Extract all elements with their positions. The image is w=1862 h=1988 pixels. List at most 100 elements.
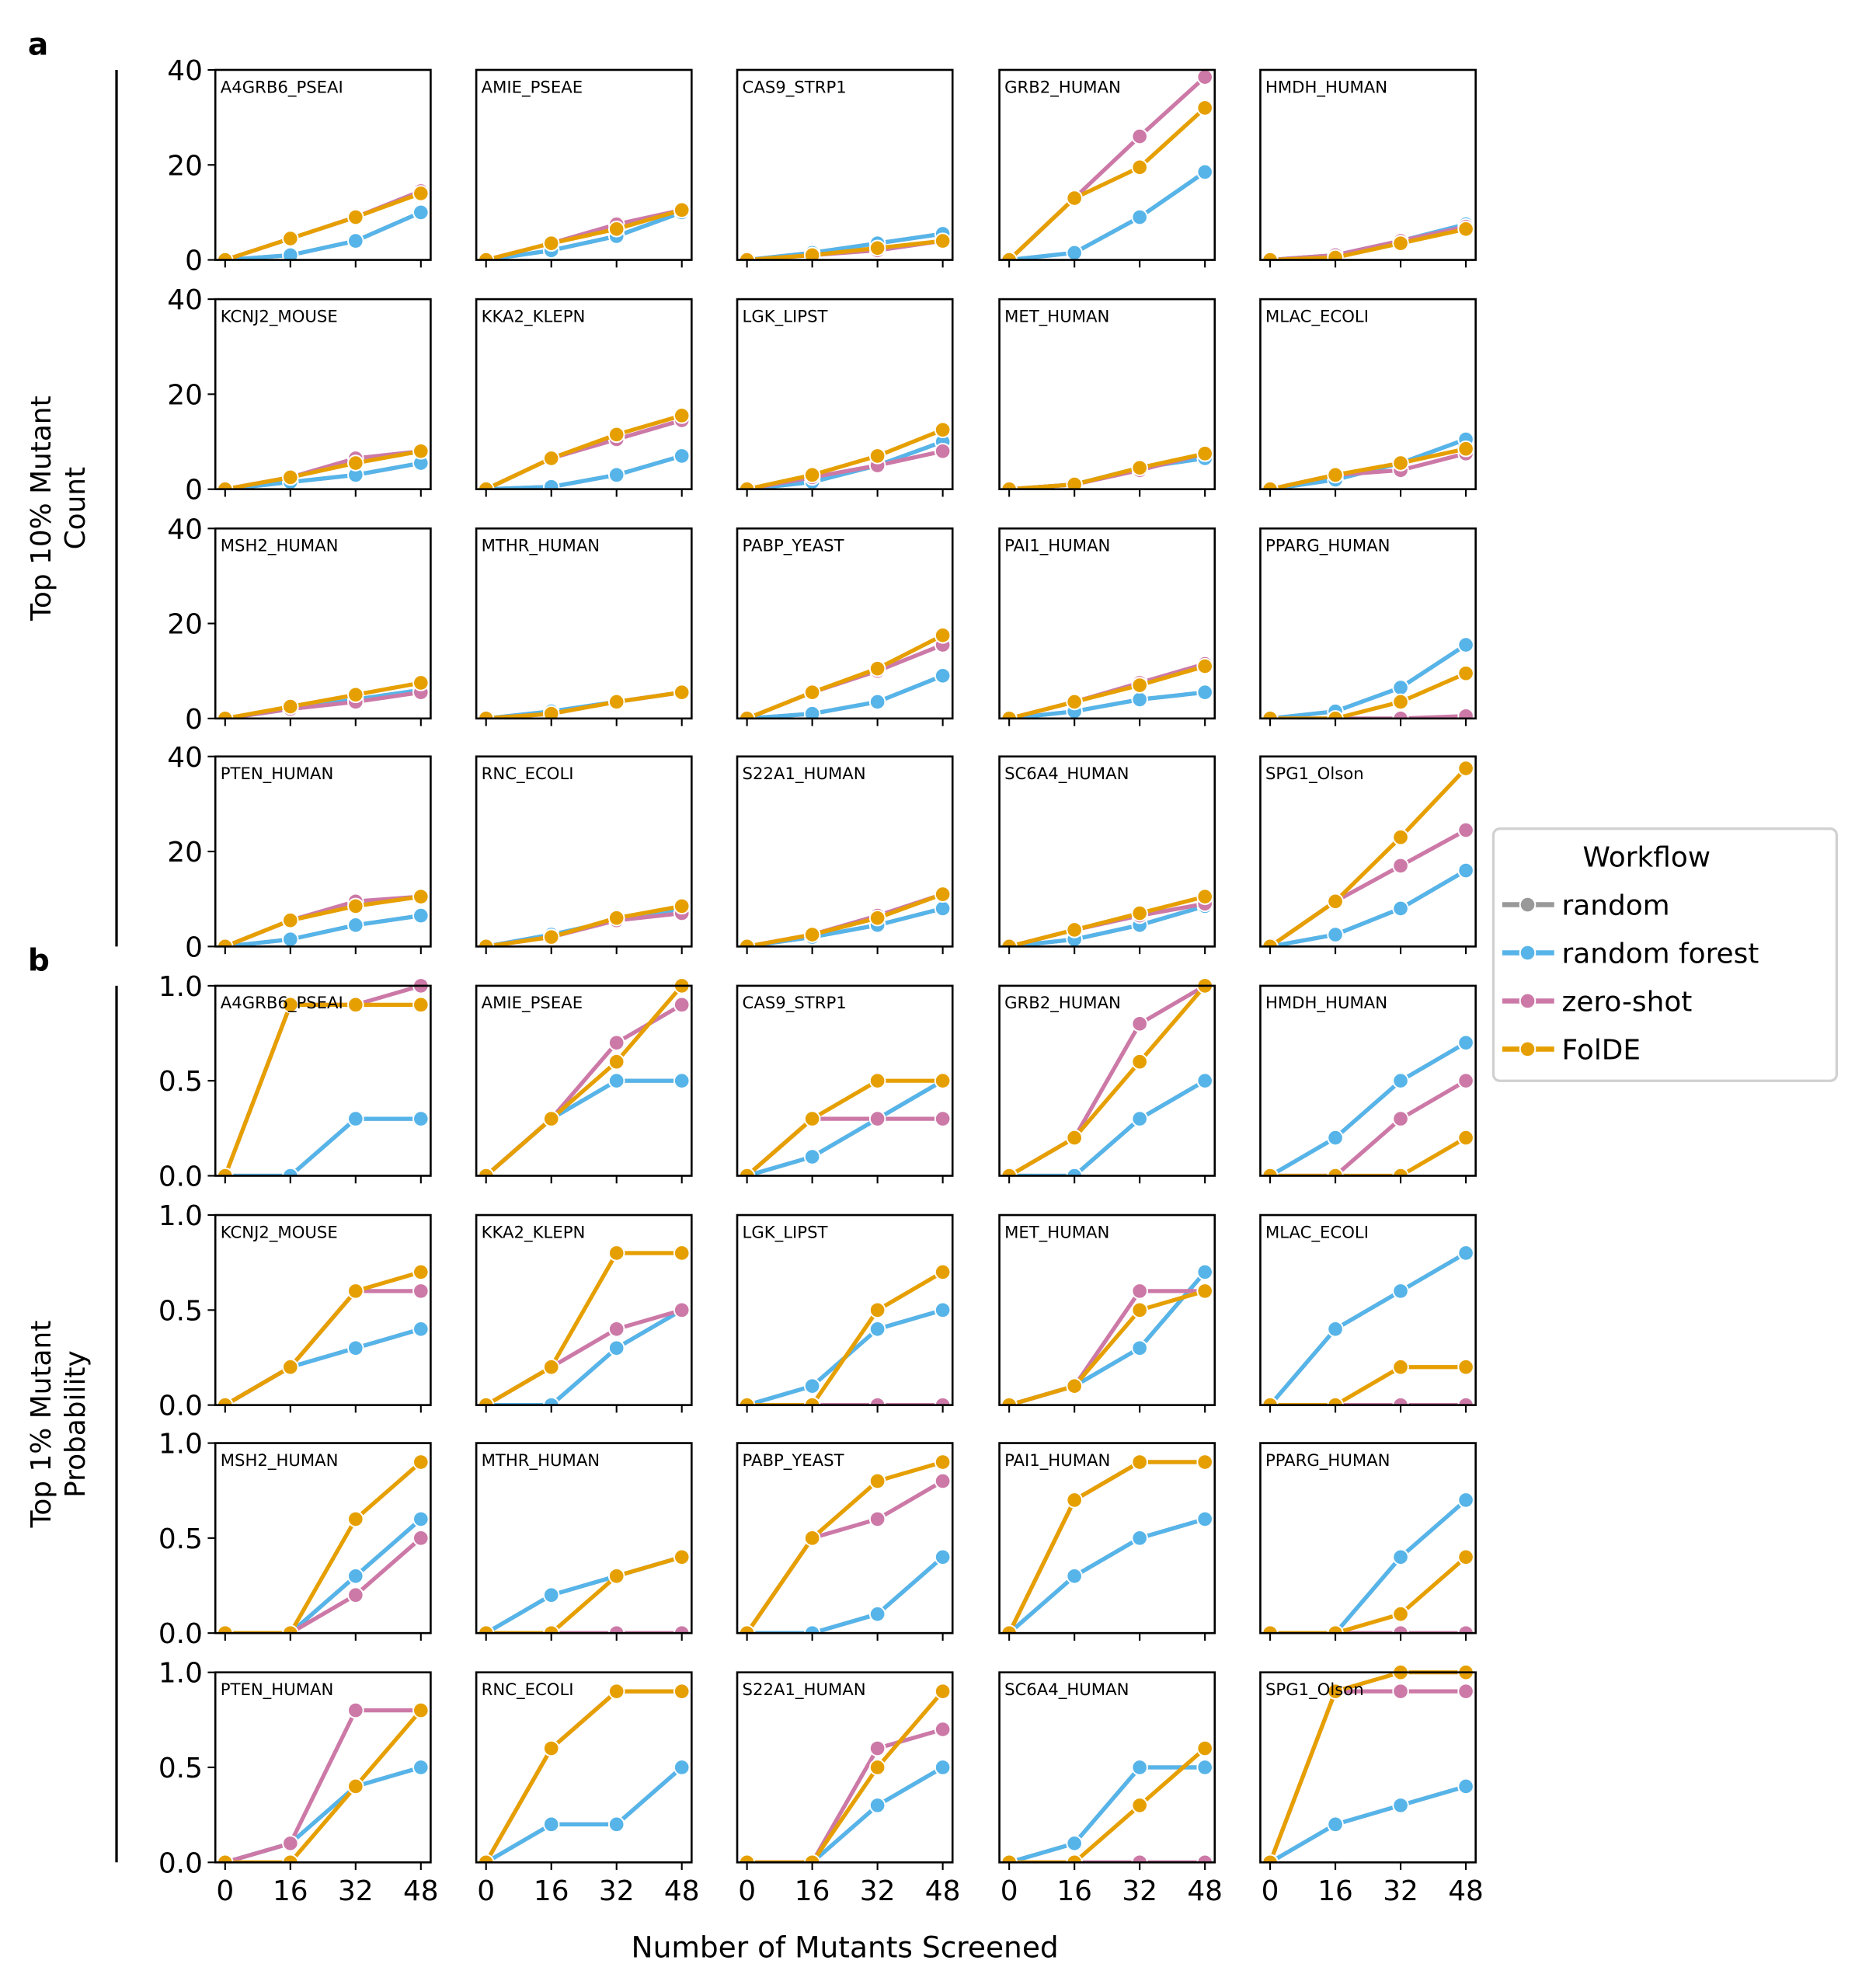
data-point-folde <box>542 928 560 945</box>
subplot-frame <box>475 1671 693 1864</box>
data-point-zero-shot <box>673 996 691 1014</box>
data-point-folde <box>1131 677 1148 694</box>
data-point-folde <box>477 1624 495 1634</box>
series-line-random-forest <box>747 1555 945 1634</box>
panel-a: a Top 10% Mutant Count 0 20 40 A4GRB6_PSEAI AMI… <box>26 27 1477 963</box>
data-point-zero-shot <box>1392 857 1409 875</box>
data-point-random-forest <box>1392 679 1409 696</box>
y-axis-label-line: Count <box>60 467 92 549</box>
x-tick-label: 16 <box>534 1875 569 1907</box>
x-tick-label: 16 <box>273 1875 308 1907</box>
data-point-folde <box>282 1624 299 1634</box>
data-point-zero-shot <box>607 1321 625 1338</box>
series-line-random-forest <box>224 461 422 489</box>
data-point-folde <box>607 1568 625 1585</box>
series-line-folde <box>1008 451 1206 489</box>
series-line-random <box>484 1078 682 1176</box>
data-point-zero-shot <box>868 1396 886 1405</box>
series-line-folde <box>745 1078 943 1176</box>
data-layer <box>1001 1263 1213 1405</box>
data-point-folde <box>1457 1358 1474 1376</box>
data-point-folde <box>412 185 430 202</box>
data-layer <box>1262 1034 1474 1176</box>
y-tick-label: 40 <box>167 514 203 545</box>
y-tick-label: 0.5 <box>158 1753 203 1784</box>
data-point-folde <box>803 246 821 260</box>
data-point-folde <box>934 421 952 439</box>
data-layer <box>1262 760 1474 947</box>
data-point-folde <box>412 674 430 691</box>
data-point-random-forest <box>1196 1263 1213 1281</box>
subplot: 0 20 40 MSH2_HUMAN <box>167 514 432 736</box>
series-line-random-forest <box>224 1765 422 1863</box>
data-point-zero-shot <box>868 1510 886 1528</box>
data-layer <box>738 1263 952 1405</box>
data-point-random-forest <box>1392 1548 1409 1566</box>
data-point-folde <box>217 1854 234 1863</box>
subplot-title: PPARG_HUMAN <box>1265 536 1390 555</box>
data-point-folde <box>1457 760 1474 777</box>
series-line-zero-shot <box>1270 714 1467 719</box>
subplot-title: PAI1_HUMAN <box>1004 1450 1110 1470</box>
data-point-folde <box>673 407 691 424</box>
data-point-random-forest <box>412 1110 430 1127</box>
legend: Workflow random random forest zero-shot FolD… <box>1491 827 1839 1082</box>
data-point-random-forest <box>347 917 364 934</box>
subplot-title: KCNJ2_MOUSE <box>221 1222 338 1241</box>
y-axis-label: Top 10% Mutant Count <box>26 395 92 621</box>
data-point-folde <box>1131 459 1148 476</box>
data-point-random-forest <box>1131 691 1148 709</box>
data-point-folde <box>542 1739 560 1757</box>
data-point-folde <box>738 1624 756 1634</box>
data-point-folde <box>738 251 756 260</box>
series-line-folde <box>1270 1136 1467 1176</box>
x-tick-label: 48 <box>403 1875 439 1907</box>
data-point-random-forest <box>1457 1492 1474 1509</box>
data-point-folde <box>1392 1167 1409 1176</box>
data-point-random-forest <box>1196 163 1213 181</box>
series-line-zero-shot <box>1270 1078 1467 1176</box>
data-point-random-forest <box>542 1396 560 1405</box>
data-point-random-forest <box>673 1072 691 1089</box>
data-layer <box>477 201 691 260</box>
series-line-random <box>486 1308 684 1405</box>
series-line-random-forest <box>1269 642 1467 719</box>
data-layer <box>1262 215 1474 260</box>
data-point-folde <box>1001 1396 1018 1405</box>
subplot-title: CAS9_STRP1 <box>743 993 847 1012</box>
subplot-title: S22A1_HUMAN <box>743 1680 866 1699</box>
subplot: 0 16 32 48 S22A1_HUMAN <box>736 1671 960 1907</box>
data-point-folde <box>1066 475 1083 489</box>
data-point-folde <box>934 1263 952 1281</box>
subplot: PABP_YEAST <box>736 1442 954 1641</box>
y-tick-label: 1.0 <box>158 1200 203 1232</box>
data-layer <box>1001 445 1213 489</box>
data-point-random-forest <box>803 1377 821 1394</box>
subplot: SC6A4_HUMAN <box>998 755 1216 955</box>
data-point-folde <box>1457 440 1474 458</box>
legend-label: FolDE <box>1562 1034 1641 1066</box>
subplot-frame <box>214 1442 432 1635</box>
series-line-folde <box>1008 894 1206 947</box>
subplot-title: LGK_LIPST <box>743 306 828 326</box>
data-point-zero-shot <box>1457 1624 1474 1634</box>
data-point-folde <box>1457 664 1474 682</box>
data-point-zero-shot <box>934 1396 952 1405</box>
series-line-zero-shot <box>485 1307 683 1405</box>
data-point-folde <box>738 1167 756 1176</box>
data-point-folde <box>282 1854 299 1863</box>
series-line-folde <box>486 690 683 719</box>
data-point-folde <box>347 208 364 226</box>
data-point-folde <box>217 1167 234 1176</box>
data-point-folde <box>217 710 234 719</box>
data-point-folde <box>1392 693 1409 711</box>
data-point-folde <box>607 221 625 238</box>
data-point-folde <box>1066 190 1083 207</box>
legend-item: FolDE <box>1502 1034 1641 1066</box>
data-point-folde <box>1196 1739 1213 1757</box>
series-line-zero-shot <box>1268 1689 1467 1863</box>
x-tick-label: 48 <box>1187 1875 1223 1907</box>
data-point-folde <box>868 660 886 677</box>
data-point-random-forest <box>412 1510 430 1528</box>
data-point-folde <box>738 710 756 719</box>
